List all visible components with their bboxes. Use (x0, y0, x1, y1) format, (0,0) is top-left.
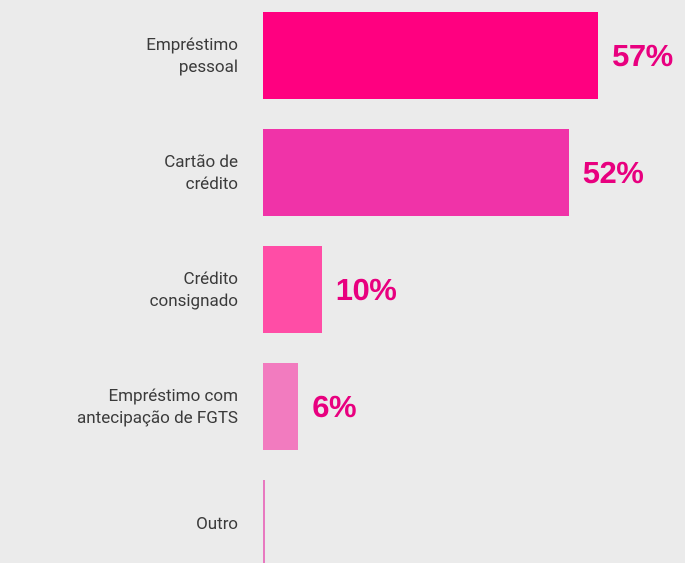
value-label: 6% (312, 388, 357, 424)
category-label: Cartão de crédito (164, 151, 238, 194)
category-label: Crédito consignado (149, 268, 238, 311)
value-label: 10% (335, 271, 397, 307)
category-label: Empréstimo pessoal (146, 34, 238, 77)
bar (263, 246, 322, 333)
bar (263, 480, 265, 563)
value-label: 57% (612, 37, 673, 73)
value-label: 52% (582, 154, 644, 190)
bar (263, 12, 599, 99)
category-label: Outro (196, 513, 238, 534)
bar (263, 129, 569, 216)
category-label: Empréstimo com antecipação de FGTS (77, 385, 238, 428)
bar (263, 363, 299, 450)
